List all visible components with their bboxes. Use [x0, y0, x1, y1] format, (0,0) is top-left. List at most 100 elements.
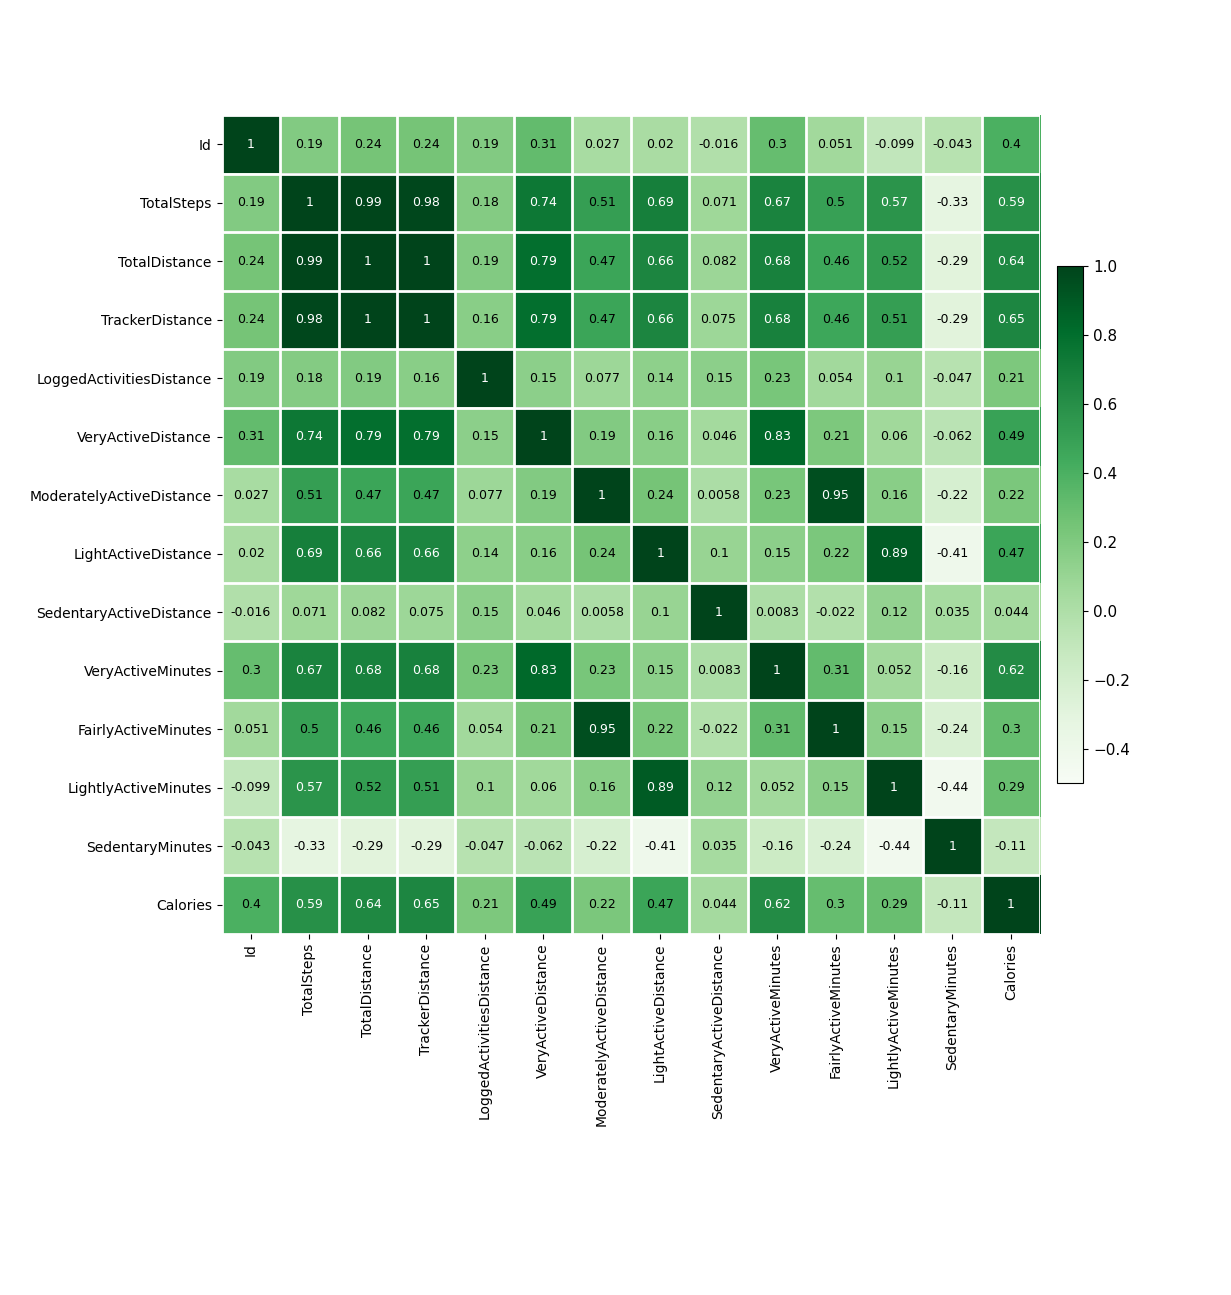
Text: -0.043: -0.043	[230, 839, 271, 852]
Text: 0.57: 0.57	[880, 197, 908, 210]
Text: 0.64: 0.64	[997, 255, 1025, 268]
Text: 1: 1	[422, 313, 430, 326]
Text: 0.12: 0.12	[880, 606, 908, 619]
Text: 0.47: 0.47	[587, 255, 616, 268]
Text: 0.89: 0.89	[880, 548, 908, 561]
Text: 0.68: 0.68	[412, 664, 441, 677]
Text: 0.1: 0.1	[475, 781, 495, 794]
Text: 0.51: 0.51	[412, 781, 441, 794]
Text: 0.16: 0.16	[646, 430, 675, 443]
Text: 0.47: 0.47	[587, 313, 616, 326]
Text: 1: 1	[539, 430, 547, 443]
Text: 0.0058: 0.0058	[697, 488, 741, 501]
Text: 0.95: 0.95	[821, 488, 849, 501]
Text: 0.31: 0.31	[529, 137, 558, 152]
Text: -0.022: -0.022	[698, 723, 739, 736]
Text: 1: 1	[715, 606, 723, 619]
Text: 0.051: 0.051	[817, 137, 853, 152]
Text: 0.67: 0.67	[295, 664, 324, 677]
Text: 0.3: 0.3	[241, 664, 261, 677]
Text: 0.046: 0.046	[526, 606, 561, 619]
Text: 0.23: 0.23	[470, 664, 499, 677]
Text: 0.66: 0.66	[353, 548, 382, 561]
Text: -0.41: -0.41	[937, 548, 969, 561]
Text: 0.21: 0.21	[529, 723, 558, 736]
Text: 1: 1	[773, 664, 780, 677]
Text: -0.24: -0.24	[820, 839, 852, 852]
Text: -0.24: -0.24	[937, 723, 969, 736]
Text: 0.077: 0.077	[467, 488, 502, 501]
Text: 0.49: 0.49	[529, 897, 558, 912]
Text: 0.035: 0.035	[934, 606, 970, 619]
Text: -0.29: -0.29	[937, 255, 969, 268]
Text: 0.46: 0.46	[821, 313, 849, 326]
Text: -0.043: -0.043	[932, 137, 972, 152]
Text: 0.74: 0.74	[529, 197, 558, 210]
Text: -0.29: -0.29	[937, 313, 969, 326]
Text: 0.68: 0.68	[353, 664, 382, 677]
Text: 0.082: 0.082	[700, 255, 736, 268]
Text: -0.22: -0.22	[937, 488, 969, 501]
Text: 0.83: 0.83	[763, 430, 792, 443]
Text: 0.51: 0.51	[587, 197, 616, 210]
Text: 0.19: 0.19	[470, 255, 499, 268]
Text: 0.0083: 0.0083	[697, 664, 741, 677]
Text: 0.14: 0.14	[646, 372, 675, 385]
Text: 0.075: 0.075	[409, 606, 444, 619]
Text: 1: 1	[832, 723, 840, 736]
Text: -0.047: -0.047	[932, 372, 972, 385]
Text: 0.071: 0.071	[700, 197, 736, 210]
Text: 0.1: 0.1	[709, 548, 729, 561]
Text: 0.027: 0.027	[583, 137, 619, 152]
Text: 0.15: 0.15	[704, 372, 732, 385]
Text: -0.022: -0.022	[815, 606, 856, 619]
Text: -0.33: -0.33	[293, 839, 325, 852]
Text: -0.16: -0.16	[761, 839, 793, 852]
Text: 0.054: 0.054	[467, 723, 502, 736]
Text: 0.06: 0.06	[880, 430, 908, 443]
Text: 0.1: 0.1	[884, 372, 904, 385]
Text: 1: 1	[305, 197, 313, 210]
Text: 0.99: 0.99	[353, 197, 382, 210]
Text: 0.52: 0.52	[880, 255, 908, 268]
Text: 0.22: 0.22	[821, 548, 849, 561]
Text: 0.15: 0.15	[470, 606, 499, 619]
Text: 0.46: 0.46	[353, 723, 382, 736]
Text: 0.65: 0.65	[412, 897, 441, 912]
Text: 0.15: 0.15	[763, 548, 792, 561]
Text: 0.16: 0.16	[880, 488, 908, 501]
Text: 0.57: 0.57	[295, 781, 324, 794]
Text: 1: 1	[481, 372, 489, 385]
Text: 0.18: 0.18	[470, 197, 499, 210]
Text: 0.99: 0.99	[295, 255, 324, 268]
Text: 0.5: 0.5	[826, 197, 846, 210]
Text: 0.15: 0.15	[529, 372, 558, 385]
Text: 0.79: 0.79	[529, 313, 558, 326]
Text: 0.59: 0.59	[295, 897, 324, 912]
Text: 0.052: 0.052	[760, 781, 795, 794]
Text: -0.047: -0.047	[464, 839, 505, 852]
Text: 0.15: 0.15	[470, 430, 499, 443]
Text: 0.79: 0.79	[353, 430, 382, 443]
Text: 0.74: 0.74	[295, 430, 324, 443]
Text: 0.83: 0.83	[529, 664, 558, 677]
Text: 0.59: 0.59	[997, 197, 1025, 210]
Text: 0.52: 0.52	[353, 781, 382, 794]
Text: 0.68: 0.68	[763, 313, 792, 326]
Text: 0.69: 0.69	[646, 197, 675, 210]
Text: 0.98: 0.98	[412, 197, 441, 210]
Text: 0.29: 0.29	[880, 897, 908, 912]
Text: 0.24: 0.24	[412, 137, 441, 152]
Text: 0.16: 0.16	[529, 548, 558, 561]
Text: 0.044: 0.044	[700, 897, 736, 912]
Text: 0.3: 0.3	[826, 897, 846, 912]
Text: 0.051: 0.051	[233, 723, 268, 736]
Text: 0.5: 0.5	[299, 723, 319, 736]
Text: 0.47: 0.47	[997, 548, 1025, 561]
Text: 0.052: 0.052	[876, 664, 912, 677]
Text: 0.23: 0.23	[763, 372, 792, 385]
Text: 0.67: 0.67	[763, 197, 792, 210]
Text: 0.02: 0.02	[236, 548, 265, 561]
Text: -0.33: -0.33	[937, 197, 969, 210]
Text: 0.15: 0.15	[646, 664, 675, 677]
